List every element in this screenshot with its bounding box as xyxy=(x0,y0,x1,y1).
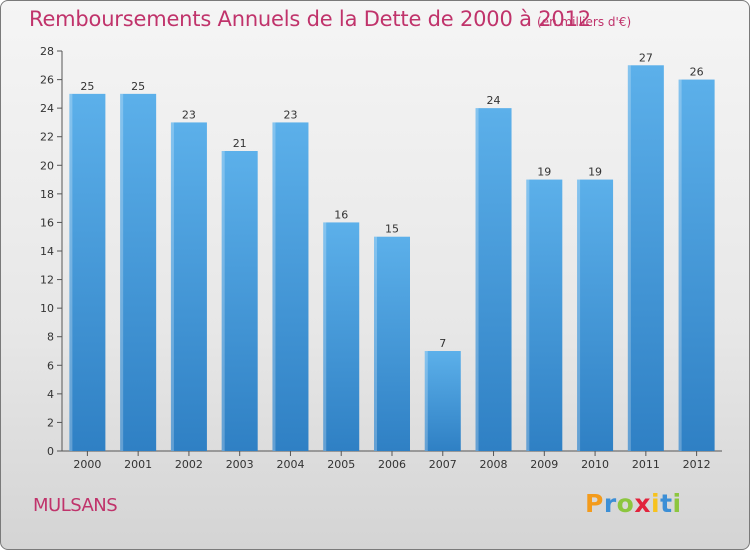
labels-group: 25 25 23 21 23 16 15 7 24 19 19 27 26 xyxy=(80,51,703,350)
bar-2005 xyxy=(323,222,360,451)
data-label-2003: 21 xyxy=(233,137,247,150)
bar-2003 xyxy=(221,151,258,451)
bar-2000 xyxy=(69,93,106,451)
x-tick-label-2003: 2003 xyxy=(226,458,254,471)
y-tick-label: 4 xyxy=(47,388,54,401)
x-tick-label-2012: 2012 xyxy=(683,458,711,471)
data-label-2006: 15 xyxy=(385,223,399,236)
chart-title: Remboursements Annuels de la Dette de 20… xyxy=(29,7,591,31)
logo-letter: i xyxy=(672,489,682,518)
x-tick-label-2005: 2005 xyxy=(327,458,355,471)
y-tick-label: 22 xyxy=(40,131,54,144)
data-label-2008: 24 xyxy=(487,94,501,107)
data-label-2001: 25 xyxy=(131,80,145,93)
data-label-2010: 19 xyxy=(588,166,602,179)
x-tick-label-2004: 2004 xyxy=(276,458,304,471)
logo-letter: i xyxy=(651,489,661,518)
bar-2008 xyxy=(475,108,512,452)
y-tick-label: 26 xyxy=(40,74,54,87)
bar-highlight-2006 xyxy=(374,236,377,451)
data-label-2002: 23 xyxy=(182,108,196,121)
bar-highlight-2011 xyxy=(627,65,631,452)
bar-2010 xyxy=(577,179,614,452)
data-label-2004: 23 xyxy=(283,108,297,121)
bars-group xyxy=(69,65,715,452)
bar-highlight-2009 xyxy=(526,179,530,452)
y-tick-label: 20 xyxy=(40,159,54,172)
bar-2011 xyxy=(627,65,664,452)
chart-subtitle: (en milliers d'€) xyxy=(537,15,632,29)
bar-highlight-2002 xyxy=(170,122,174,451)
bar-highlight-2005 xyxy=(323,222,327,451)
y-tick-label: 24 xyxy=(40,102,54,115)
y-tick-label: 16 xyxy=(40,216,54,229)
x-tick-label-2006: 2006 xyxy=(378,458,406,471)
x-tick-label-2011: 2011 xyxy=(632,458,660,471)
commune-name: MULSANS xyxy=(33,495,118,516)
bar-highlight-2000 xyxy=(69,93,73,451)
logo-letter: t xyxy=(660,489,673,518)
bar-2009 xyxy=(526,179,563,452)
x-tick-label-2007: 2007 xyxy=(429,458,457,471)
y-tick-label: 10 xyxy=(40,302,54,315)
x-tick-label-2001: 2001 xyxy=(124,458,152,471)
x-tick-label-2009: 2009 xyxy=(530,458,558,471)
x-tick-label-2002: 2002 xyxy=(175,458,203,471)
y-tick-label: 12 xyxy=(40,274,54,287)
y-tick-label: 28 xyxy=(40,45,54,58)
bar-2002 xyxy=(170,122,207,451)
proxiti-logo[interactable]: Proxiti xyxy=(585,489,682,518)
bar-highlight-2008 xyxy=(475,108,479,452)
bar-highlight-2003 xyxy=(221,151,225,451)
x-tick-label-2010: 2010 xyxy=(581,458,609,471)
x-tick-label-2008: 2008 xyxy=(480,458,508,471)
data-label-2007: 7 xyxy=(439,337,446,350)
bar-highlight-2012 xyxy=(678,79,682,452)
bar-2006 xyxy=(374,236,410,451)
bar-highlight-2004 xyxy=(272,122,276,451)
y-tick-label: 18 xyxy=(40,188,54,201)
data-label-2009: 19 xyxy=(537,166,551,179)
y-tick-label: 8 xyxy=(47,331,54,344)
data-label-2011: 27 xyxy=(639,51,653,64)
logo-letter: r xyxy=(603,489,617,518)
y-tick-label: 6 xyxy=(47,359,54,372)
y-tick-label: 2 xyxy=(47,416,54,429)
y-tick-label: 0 xyxy=(47,445,54,458)
logo-letter: x xyxy=(634,489,651,518)
data-label-2012: 26 xyxy=(690,66,704,79)
bar-2012 xyxy=(678,79,715,452)
x-tick-label-2000: 2000 xyxy=(73,458,101,471)
y-tick-label: 14 xyxy=(40,245,54,258)
data-label-2005: 16 xyxy=(334,208,348,221)
logo-letter: P xyxy=(585,489,604,518)
bar-highlight-2007 xyxy=(424,351,428,451)
data-label-2000: 25 xyxy=(80,80,94,93)
bar-highlight-2010 xyxy=(577,179,581,452)
bar-2004 xyxy=(272,122,309,451)
logo-letter: o xyxy=(616,489,635,518)
bar-2001 xyxy=(120,93,157,451)
bar-highlight-2001 xyxy=(120,93,124,451)
bar-2007 xyxy=(424,351,461,451)
